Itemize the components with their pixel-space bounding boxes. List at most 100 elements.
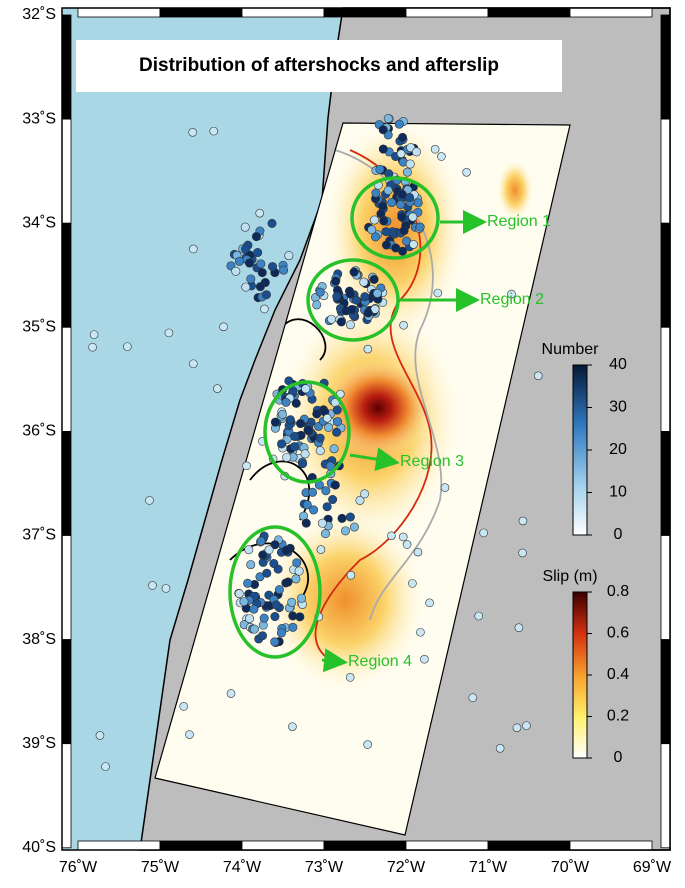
aftershock	[231, 266, 241, 276]
colorbar-label: Number	[542, 341, 600, 358]
colorbar-tick-label: 40	[609, 356, 627, 373]
aftershock	[533, 371, 543, 381]
colorbar-tick-label: 30	[609, 399, 627, 416]
aftershock	[101, 762, 110, 771]
aftershock	[234, 256, 244, 266]
aftershock	[245, 614, 255, 624]
aftershock	[298, 459, 308, 469]
aftershock	[398, 532, 408, 542]
colorbar-tick-label: 0	[614, 526, 623, 543]
aftershock	[243, 578, 253, 588]
aftershock	[278, 409, 288, 419]
frame-segment	[241, 840, 325, 851]
frame-segment	[241, 7, 325, 18]
colorbar-tick-label: 0	[614, 749, 623, 766]
aftershock	[246, 274, 256, 284]
aftershock	[332, 291, 342, 301]
frame-segment	[323, 7, 407, 18]
title-box	[76, 40, 562, 92]
colorbar-tick-label: 20	[609, 441, 627, 458]
aftershock	[88, 342, 97, 352]
lon-label: 75˚W	[141, 859, 180, 876]
aftershock	[345, 320, 355, 330]
aftershock	[185, 730, 194, 739]
aftershock	[321, 486, 331, 496]
aftershock	[258, 550, 268, 560]
aftershock	[270, 637, 280, 647]
aftershock	[378, 125, 388, 135]
aftershock	[255, 208, 264, 218]
aftershock	[279, 265, 289, 275]
aftershock	[408, 212, 418, 222]
frame-segment	[159, 840, 243, 851]
aftershock	[379, 216, 389, 226]
colorbar-tick-label: 0.6	[607, 625, 629, 642]
frame-segment	[323, 840, 407, 851]
aftershock	[349, 522, 359, 532]
aftershock	[383, 185, 393, 195]
aftershock	[300, 449, 310, 459]
aftershock	[397, 212, 407, 222]
aftershock	[291, 574, 301, 584]
aftershock	[351, 295, 361, 305]
aftershock	[507, 289, 516, 299]
frame-segment	[61, 222, 72, 328]
aftershock	[301, 518, 311, 528]
lat-label: 35˚S	[22, 319, 56, 336]
aftershock	[396, 149, 406, 159]
aftershock	[281, 397, 291, 407]
aftershock	[398, 132, 408, 142]
frame-segment	[660, 326, 671, 432]
region-circle	[306, 258, 400, 342]
aftershock	[148, 581, 157, 590]
aftershock	[209, 126, 219, 136]
aftershock	[397, 189, 407, 199]
aftershock	[219, 322, 228, 332]
frame-segment	[660, 14, 671, 120]
aftershock	[345, 289, 355, 299]
aftershock	[329, 444, 339, 454]
lat-label: 39˚S	[22, 735, 56, 752]
region-circle	[228, 525, 322, 659]
aftershock	[290, 442, 300, 452]
aftershock	[308, 487, 318, 497]
aftershock	[270, 612, 280, 622]
aftershock	[322, 413, 332, 423]
aftershock	[363, 308, 373, 318]
aftershock	[264, 545, 274, 555]
colorbar-tick-label: 0.8	[607, 583, 629, 600]
aftershock	[301, 384, 311, 394]
aftershock	[363, 344, 373, 354]
aftershock	[415, 222, 425, 232]
lon-label: 71˚W	[469, 859, 508, 876]
region-circle	[350, 176, 440, 260]
aftershock	[378, 144, 388, 154]
frame-segment	[487, 840, 571, 851]
aftershock	[189, 359, 198, 369]
aftershock	[408, 579, 417, 588]
aftershock	[240, 222, 250, 232]
aftershock	[387, 531, 396, 541]
colorbar-tick-label: 0.2	[607, 708, 629, 725]
aftershock	[239, 597, 249, 607]
aftershock	[372, 288, 382, 298]
aftershock	[179, 702, 189, 711]
aftershock	[251, 232, 261, 242]
aftershock	[433, 288, 443, 298]
lon-label: 76˚W	[59, 859, 98, 876]
aftershock	[430, 144, 440, 154]
frame-segment	[61, 743, 72, 849]
aftershock	[189, 244, 198, 254]
aftershock	[420, 654, 429, 664]
aftershock	[512, 723, 522, 733]
aftershock	[249, 604, 259, 614]
aftershock	[437, 152, 446, 161]
aftershock	[381, 240, 391, 250]
frame	[61, 7, 671, 851]
aftershock	[123, 342, 132, 351]
aftershock	[416, 627, 425, 637]
frame-segment	[660, 222, 671, 328]
aftershock	[381, 227, 391, 237]
aftershock	[394, 119, 404, 129]
